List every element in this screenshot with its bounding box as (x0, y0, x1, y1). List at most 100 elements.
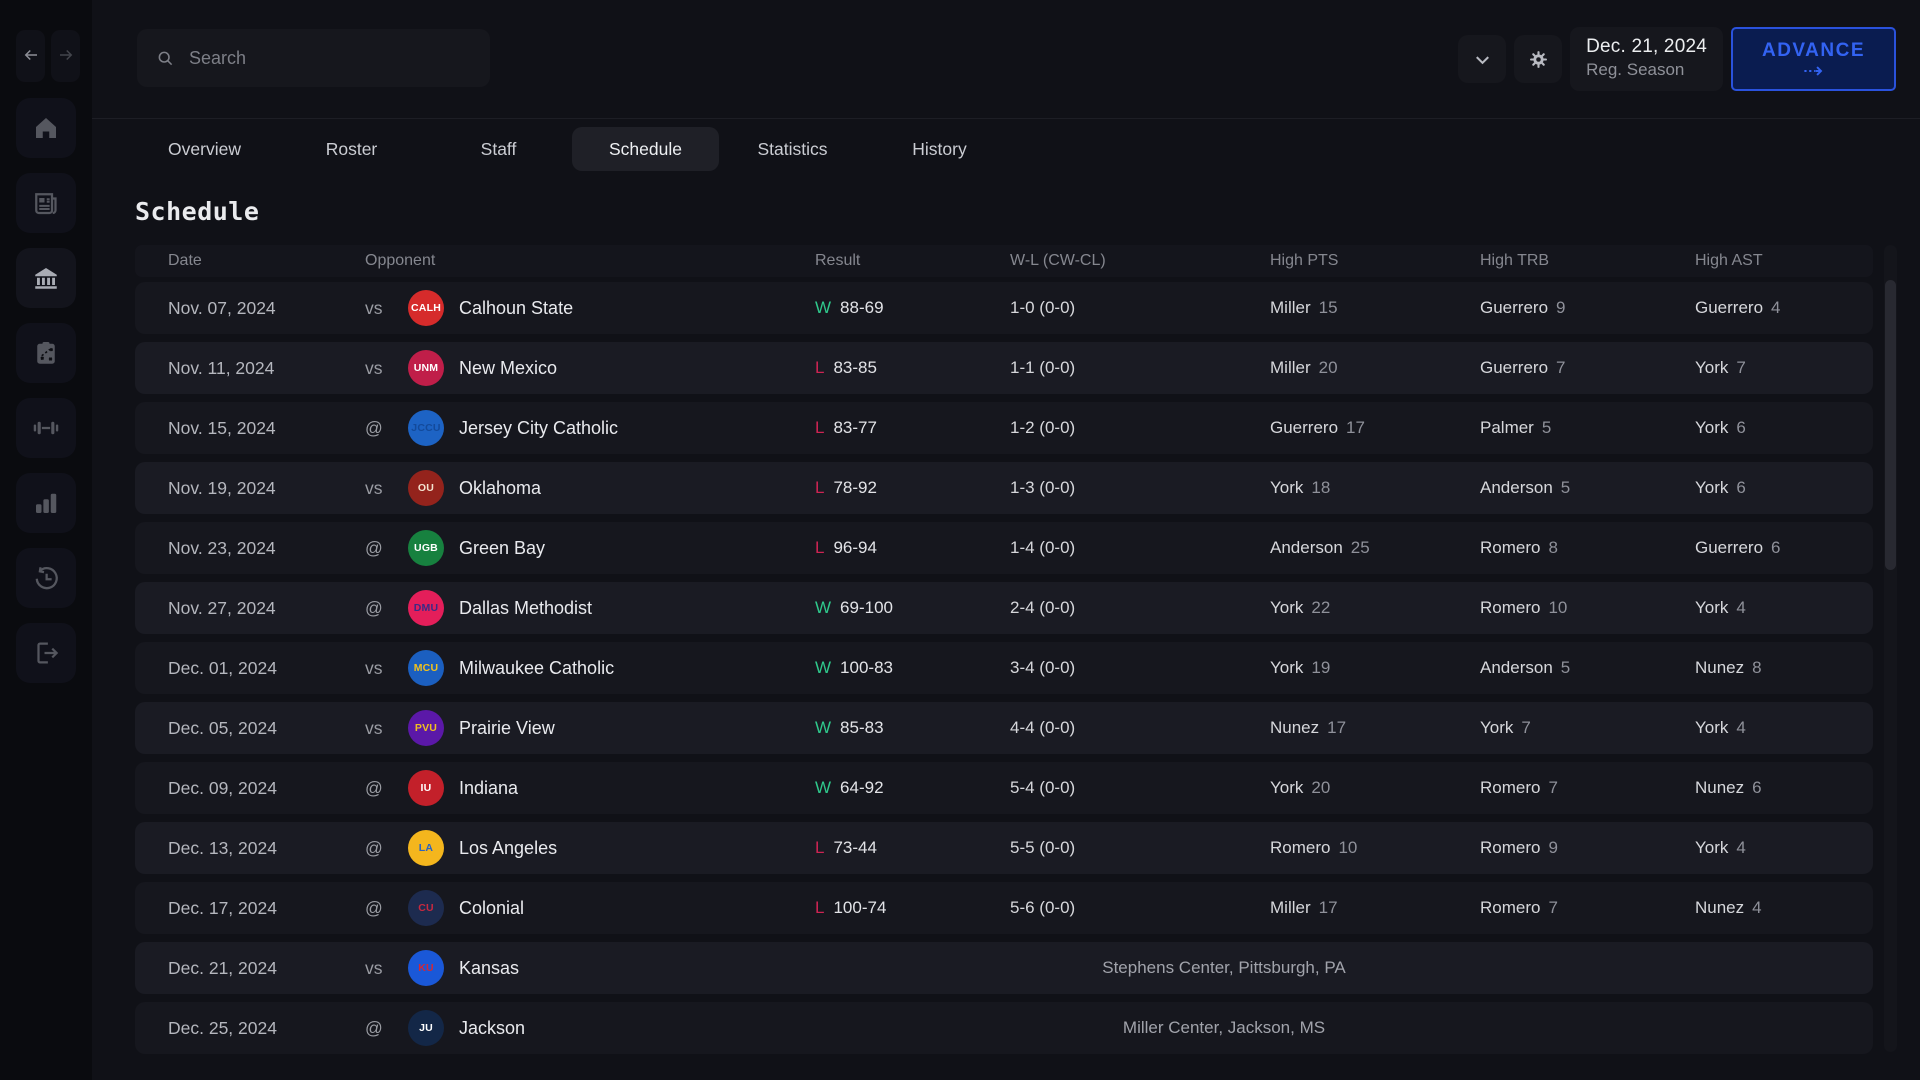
high-ast: York 4 (1695, 838, 1746, 857)
game-date: Nov. 27, 2024 (168, 597, 276, 618)
team-record: 3-4 (0-0) (1010, 658, 1076, 677)
schedule-row[interactable]: Nov. 11, 2024 vs UNM New Mexico L 83-85 1-1 (0… (135, 342, 1873, 394)
win-loss-letter: L (815, 898, 825, 917)
opponent-cell: vs CALH Calhoun State (365, 290, 815, 326)
sidebar-item-history[interactable] (16, 548, 76, 608)
sidebar-item-tactics[interactable] (16, 323, 76, 383)
schedule-row[interactable]: Nov. 23, 2024 @ UGB Green Bay L 96-94 1-4 (0-0… (135, 522, 1873, 574)
schedule-row[interactable]: Nov. 27, 2024 @ DMU Dallas Methodist W 69-100… (135, 582, 1873, 634)
game-score: 100-74 (833, 898, 887, 917)
game-result: L 73-44 (815, 838, 1010, 858)
game-date: Nov. 11, 2024 (168, 357, 275, 378)
schedule-row[interactable]: Dec. 01, 2024 vs MCU Milwaukee Catholic W 100… (135, 642, 1873, 694)
team-record: 1-0 (0-0) (1010, 298, 1076, 317)
schedule-row[interactable]: Dec. 13, 2024 @ LA Los Angeles L 73-44 5-5 (0-… (135, 822, 1873, 874)
game-score: 88-69 (840, 298, 884, 317)
sidebar-item-stats[interactable] (16, 473, 76, 533)
history-nav (16, 30, 80, 82)
column-header: W-L (CW-CL) (1010, 252, 1106, 269)
sidebar-item-news[interactable] (16, 173, 76, 233)
high-trb: Romero 9 (1480, 838, 1558, 857)
schedule-row[interactable]: Dec. 17, 2024 @ CU Colonial L 100-74 5-6 (0-0)… (135, 882, 1873, 934)
column-header: Opponent (365, 252, 436, 269)
opponent-cell: vs MCU Milwaukee Catholic (365, 650, 815, 686)
team-record: 1-1 (0-0) (1010, 358, 1076, 377)
home-away-label: vs (365, 717, 383, 738)
tab-overview[interactable]: Overview (131, 127, 278, 171)
schedule-row[interactable]: Nov. 19, 2024 vs OU Oklahoma L 78-92 1-3 (0-0)… (135, 462, 1873, 514)
game-score: 73-44 (833, 838, 877, 857)
page-title: Schedule (135, 197, 260, 226)
opponent-cell: vs OU Oklahoma (365, 470, 815, 506)
schedule-row[interactable]: Dec. 25, 2024 @ JU Jackson Miller Center, Ja… (135, 1002, 1873, 1054)
tab-staff[interactable]: Staff (425, 127, 572, 171)
schedule-row[interactable]: Dec. 09, 2024 @ IU Indiana W 64-92 5-4 (0-0) Yo… (135, 762, 1873, 814)
schedule-table: Date Opponent Result W-L (CW-CL) High PTS Hig… (135, 245, 1873, 1054)
team-record: 2-4 (0-0) (1010, 598, 1076, 617)
scrollbar-track[interactable] (1884, 245, 1897, 1052)
settings-button[interactable] (1514, 35, 1563, 83)
dumbbell-icon (31, 413, 61, 443)
exit-icon (31, 638, 61, 668)
sidebar-item-home[interactable] (16, 98, 76, 158)
high-trb: Romero 7 (1480, 778, 1558, 797)
game-score: 69-100 (840, 598, 893, 617)
team-logo: CU (408, 890, 444, 926)
team-logo: PVU (408, 710, 444, 746)
game-result: W 100-83 (815, 658, 1010, 678)
game-score: 64-92 (840, 778, 884, 797)
game-date: Dec. 25, 2024 (168, 1017, 277, 1038)
search-input[interactable] (189, 47, 472, 69)
team-logo: KU (408, 950, 444, 986)
high-trb: York 7 (1480, 718, 1531, 737)
win-loss-letter: L (815, 838, 825, 857)
schedule-row[interactable]: Dec. 21, 2024 vs KU Kansas Stephens Center, … (135, 942, 1873, 994)
tab-roster[interactable]: Roster (278, 127, 425, 171)
collapse-button[interactable] (1458, 35, 1507, 83)
schedule-row[interactable]: Nov. 15, 2024 @ JCCU Jersey City Catholic L 8… (135, 402, 1873, 454)
sidebar (0, 0, 92, 1080)
opponent-name: Milwaukee Catholic (459, 657, 615, 678)
sidebar-item-exit[interactable] (16, 623, 76, 683)
forward-button[interactable] (51, 30, 80, 82)
high-ast: Guerrero 4 (1695, 298, 1781, 317)
tab-statistics[interactable]: Statistics (719, 127, 866, 171)
win-loss-letter: W (815, 778, 832, 797)
tab-schedule[interactable]: Schedule (572, 127, 719, 171)
team-logo: CALH (408, 290, 444, 326)
high-trb: Anderson 5 (1480, 478, 1571, 497)
home-away-label: @ (365, 537, 383, 558)
home-away-label: @ (365, 1017, 383, 1038)
scrollbar-thumb[interactable] (1885, 280, 1896, 570)
opponent-name: Indiana (459, 777, 519, 798)
advance-button[interactable]: ADVANCE (1731, 27, 1896, 91)
high-ast: York 4 (1695, 718, 1746, 737)
topbar: Dec. 21, 2024 Reg. Season ADVANCE (92, 0, 1920, 119)
game-result: W 64-92 (815, 778, 1010, 798)
high-pts: Miller 15 (1270, 298, 1338, 317)
high-trb: Palmer 5 (1480, 418, 1552, 437)
high-trb: Guerrero 9 (1480, 298, 1566, 317)
back-button[interactable] (16, 30, 45, 82)
sidebar-item-training[interactable] (16, 398, 76, 458)
game-date: Dec. 09, 2024 (168, 777, 277, 798)
opponent-name: Oklahoma (459, 477, 542, 498)
home-away-label: @ (365, 897, 383, 918)
team-record: 5-6 (0-0) (1010, 898, 1076, 917)
game-date: Dec. 17, 2024 (168, 897, 277, 918)
team-logo: IU (408, 770, 444, 806)
opponent-cell: @ JCCU Jersey City Catholic (365, 410, 815, 446)
opponent-name: Dallas Methodist (459, 597, 593, 618)
team-record: 5-4 (0-0) (1010, 778, 1076, 797)
sidebar-item-team[interactable] (16, 248, 76, 308)
opponent-cell: vs UNM New Mexico (365, 350, 815, 386)
game-venue: Stephens Center, Pittsburgh, PA (1102, 958, 1346, 977)
high-ast: Guerrero 6 (1695, 538, 1781, 557)
home-away-label: vs (365, 297, 383, 318)
schedule-row[interactable]: Dec. 05, 2024 vs PVU Prairie View W 85-83 4-4 … (135, 702, 1873, 754)
gear-icon (1527, 48, 1550, 71)
game-score: 100-83 (840, 658, 893, 677)
high-trb: Romero 8 (1480, 538, 1558, 557)
tab-history[interactable]: History (866, 127, 1013, 171)
schedule-row[interactable]: Nov. 07, 2024 vs CALH Calhoun State W 88-69 1-… (135, 282, 1873, 334)
